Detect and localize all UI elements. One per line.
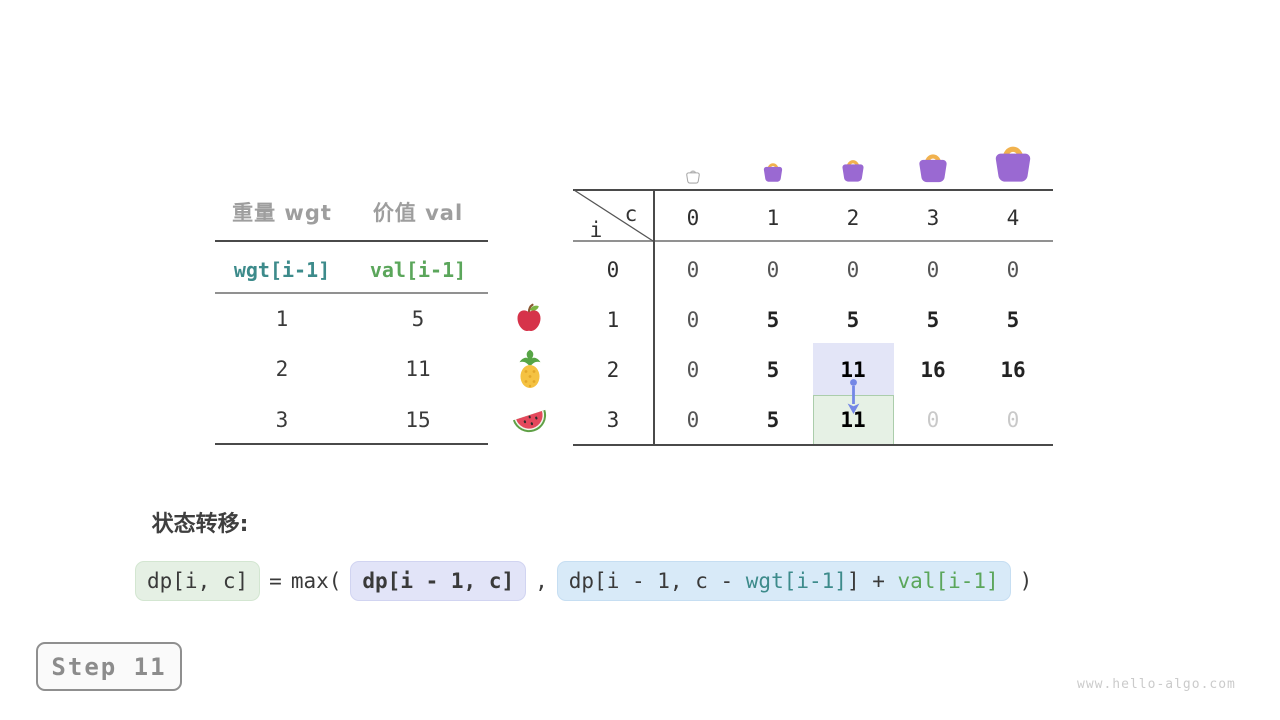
apple-icon bbox=[514, 302, 544, 334]
dp-axis-col-label: c bbox=[624, 202, 638, 226]
dp-rule-vertical bbox=[653, 189, 655, 446]
formula-lhs: dp[i, c] bbox=[135, 561, 261, 601]
formula-arg2-mid: ] + bbox=[846, 569, 898, 593]
step-badge: Step 11 bbox=[36, 642, 182, 691]
dp-cell: 0 bbox=[686, 308, 700, 332]
pineapple-icon bbox=[515, 349, 545, 389]
transition-label: 状态转移: bbox=[151, 512, 249, 537]
transfer-arrow-icon bbox=[846, 378, 861, 415]
dp-cell: 5 bbox=[766, 308, 780, 332]
dp-cell: 0 bbox=[846, 258, 860, 282]
formula-arg2-wgt: wgt[i-1] bbox=[745, 569, 847, 593]
dp-col-header: 4 bbox=[1006, 206, 1020, 230]
items-header-weight: 重量 wgt bbox=[232, 201, 332, 225]
dp-row-header: 2 bbox=[606, 358, 620, 382]
dp-cell: 5 bbox=[846, 308, 860, 332]
items-table-rule-bottom bbox=[215, 443, 488, 445]
dp-rule-top bbox=[573, 189, 1053, 191]
item-value: 5 bbox=[411, 307, 425, 331]
formula-equals: = bbox=[269, 569, 282, 593]
watermelon-icon bbox=[510, 404, 550, 436]
transition-formula: dp[i, c] = max( dp[i - 1, c] , dp[i - 1,… bbox=[135, 559, 1032, 603]
item-weight: 1 bbox=[275, 307, 289, 331]
formula-arg2-pre: dp[i - 1, c - bbox=[568, 569, 746, 593]
dp-cell: 5 bbox=[926, 308, 940, 332]
formula-arg2-val: val[i-1] bbox=[897, 569, 999, 593]
formula-close-paren: ) bbox=[1019, 569, 1033, 593]
dp-cell: 0 bbox=[686, 408, 700, 432]
items-table-rule-top bbox=[215, 240, 488, 242]
formula-arg1: dp[i - 1, c] bbox=[350, 561, 527, 601]
items-header-value: 价值 val bbox=[372, 201, 464, 225]
formula-arg2: dp[i - 1, c - wgt[i-1]] + val[i-1] bbox=[556, 561, 1011, 601]
item-weight: 2 bbox=[275, 357, 289, 381]
dp-row-header: 3 bbox=[606, 408, 620, 432]
dp-cell: 0 bbox=[686, 258, 700, 282]
dp-cell-source: 11 bbox=[840, 358, 866, 382]
dp-row-header: 1 bbox=[606, 308, 620, 332]
items-subheader-wgt: wgt[i-1] bbox=[233, 258, 331, 282]
dp-cell: 16 bbox=[920, 358, 946, 382]
item-value: 15 bbox=[405, 408, 431, 432]
dp-cell: 16 bbox=[1000, 358, 1026, 382]
bag-large-icon bbox=[915, 145, 952, 184]
dp-col-header: 3 bbox=[926, 206, 940, 230]
dp-col-header: 1 bbox=[766, 206, 780, 230]
dp-row-header: 0 bbox=[606, 258, 620, 282]
dp-cell: 0 bbox=[1006, 258, 1020, 282]
bag-medium-icon bbox=[839, 153, 868, 183]
dp-cell: 5 bbox=[766, 408, 780, 432]
dp-col-header: 2 bbox=[846, 206, 860, 230]
formula-max-open: max( bbox=[290, 569, 342, 593]
dp-corner-diagonal bbox=[573, 189, 654, 242]
dp-cell: 0 bbox=[766, 258, 780, 282]
dp-cell: 0 bbox=[926, 258, 940, 282]
dp-col-header: 0 bbox=[686, 206, 700, 230]
dp-cell: 0 bbox=[926, 408, 940, 432]
bag-xlarge-icon bbox=[990, 135, 1037, 184]
bag-outline-icon bbox=[685, 166, 702, 184]
watermark: www.hello-algo.com bbox=[1077, 677, 1236, 692]
dp-cell: 0 bbox=[1006, 408, 1020, 432]
step-badge-label: Step 11 bbox=[51, 652, 167, 681]
dp-cell: 0 bbox=[686, 358, 700, 382]
item-value: 11 bbox=[405, 357, 431, 381]
items-subheader-val: val[i-1] bbox=[369, 258, 467, 282]
dp-rule-header bbox=[573, 240, 1053, 242]
dp-cell: 5 bbox=[766, 358, 780, 382]
item-weight: 3 bbox=[275, 408, 289, 432]
formula-comma: , bbox=[535, 569, 548, 593]
dp-rule-bottom bbox=[573, 444, 1053, 446]
dp-axis-row-label: i bbox=[589, 218, 603, 242]
dp-cell: 5 bbox=[1006, 308, 1020, 332]
bag-small-icon bbox=[761, 157, 786, 183]
items-table-rule-mid bbox=[215, 292, 488, 294]
